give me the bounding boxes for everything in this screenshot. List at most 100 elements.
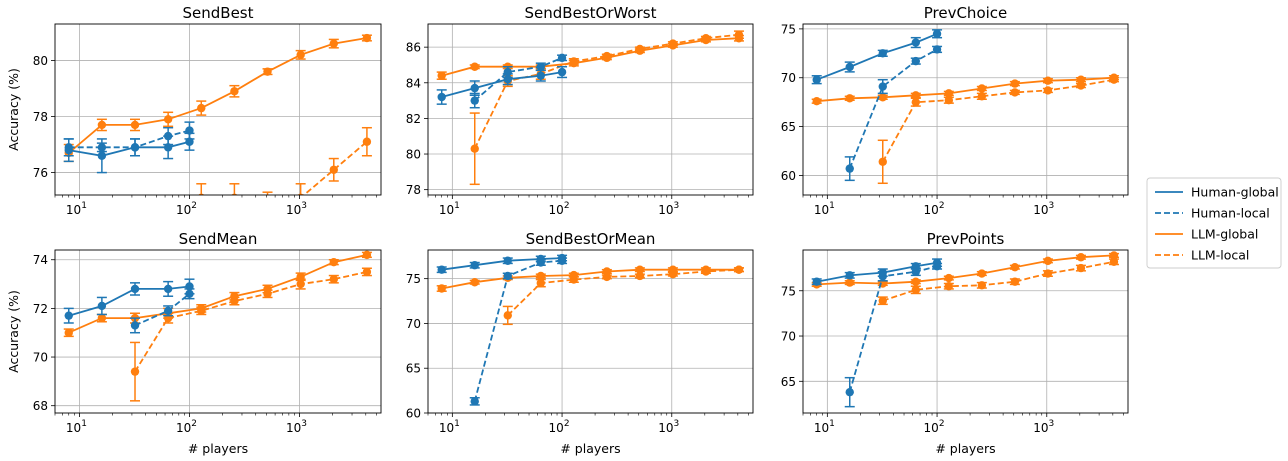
data-point <box>845 278 854 287</box>
series-human-local <box>63 121 195 157</box>
data-point <box>932 45 942 54</box>
data-point <box>944 89 954 98</box>
data-point <box>362 250 372 260</box>
data-point <box>668 41 678 50</box>
data-point <box>845 387 854 397</box>
legend-label-human-local: Human-local <box>1191 206 1270 221</box>
x-tick-label: 103 <box>286 201 307 217</box>
legend-box <box>1146 177 1282 269</box>
y-tick-label: 60 <box>406 407 421 421</box>
data-point <box>163 306 173 316</box>
data-point <box>734 34 744 43</box>
y-tick-label: 74 <box>33 253 48 267</box>
axes-frame <box>54 249 382 414</box>
x-tick-label: 102 <box>924 419 945 435</box>
series-human-local <box>844 45 943 182</box>
data-point <box>329 274 338 284</box>
series-line <box>68 37 368 154</box>
data-point <box>437 265 446 274</box>
data-point <box>734 265 744 274</box>
data-point <box>536 271 545 281</box>
data-point <box>1076 253 1086 262</box>
y-tick-label: 78 <box>33 110 48 124</box>
panel-title: SendBest <box>183 4 254 22</box>
x-tick-label: 101 <box>814 419 835 435</box>
axes-frame <box>802 23 1129 196</box>
data-point <box>503 311 512 320</box>
series-llm-local <box>469 30 744 186</box>
data-point <box>977 92 987 101</box>
data-point <box>1010 277 1020 286</box>
series-line <box>68 254 368 334</box>
data-point <box>163 284 173 294</box>
data-point <box>1109 73 1119 82</box>
data-point <box>557 253 567 263</box>
data-point <box>701 35 711 45</box>
y-tick-label: 82 <box>406 112 421 126</box>
axes-frame <box>427 23 754 196</box>
data-point <box>197 304 206 313</box>
y-tick-label: 70 <box>406 317 421 331</box>
series-line <box>882 78 1115 163</box>
data-point <box>185 282 194 291</box>
y-tick-label: 78 <box>406 183 421 197</box>
x-tick-label: 101 <box>439 419 460 435</box>
y-tick-label: 68 <box>33 399 48 413</box>
data-point <box>263 284 272 294</box>
data-point <box>503 256 512 265</box>
series-line <box>882 260 1115 302</box>
x-axis-label: # players <box>188 441 248 456</box>
data-point <box>163 115 173 124</box>
data-point <box>602 267 612 276</box>
series-llm-global <box>811 73 1119 106</box>
data-point <box>845 62 854 72</box>
data-point <box>878 296 887 305</box>
data-point <box>911 262 920 271</box>
data-point <box>503 271 512 281</box>
series-line <box>134 271 368 373</box>
data-point <box>362 137 372 146</box>
data-point <box>812 277 821 286</box>
data-point <box>812 75 821 84</box>
data-point <box>1076 81 1086 90</box>
x-tick-label: 102 <box>176 419 197 435</box>
series-human-global <box>436 66 568 105</box>
data-point <box>635 271 645 281</box>
series-human-global <box>811 258 943 286</box>
series-human-global <box>436 253 568 274</box>
data-point <box>911 91 920 100</box>
data-point <box>296 272 305 281</box>
data-point <box>296 279 305 289</box>
series-human-local <box>469 53 568 109</box>
series-line <box>441 268 739 290</box>
y-tick-label: 70 <box>781 330 796 344</box>
data-point <box>536 62 545 71</box>
y-tick-label: 70 <box>33 351 48 365</box>
data-point <box>977 281 987 290</box>
y-tick-label: 75 <box>406 272 421 286</box>
legend: Human-global Human-local LLM-global LLM-loc… <box>1146 177 1282 269</box>
series-line <box>473 33 740 150</box>
series-line <box>473 259 563 402</box>
data-point <box>1043 76 1053 85</box>
data-point <box>944 282 954 291</box>
data-point <box>130 120 140 130</box>
x-tick-label: 103 <box>658 201 679 217</box>
data-point <box>812 96 821 106</box>
data-point <box>470 261 479 270</box>
data-point <box>845 271 854 280</box>
series-line <box>848 265 938 393</box>
panel-title: SendBestOrWorst <box>525 4 657 22</box>
data-point <box>1076 75 1086 84</box>
data-point <box>944 273 954 283</box>
data-point <box>329 257 338 267</box>
data-point <box>944 96 954 105</box>
data-point <box>329 39 338 48</box>
y-tick-label: 65 <box>781 375 796 389</box>
data-point <box>1010 88 1020 97</box>
data-point <box>977 269 987 278</box>
data-point <box>911 277 920 286</box>
series-llm-local <box>196 126 372 195</box>
x-axis-label: # players <box>560 441 620 456</box>
panel-title: SendBestOrMean <box>526 230 656 248</box>
